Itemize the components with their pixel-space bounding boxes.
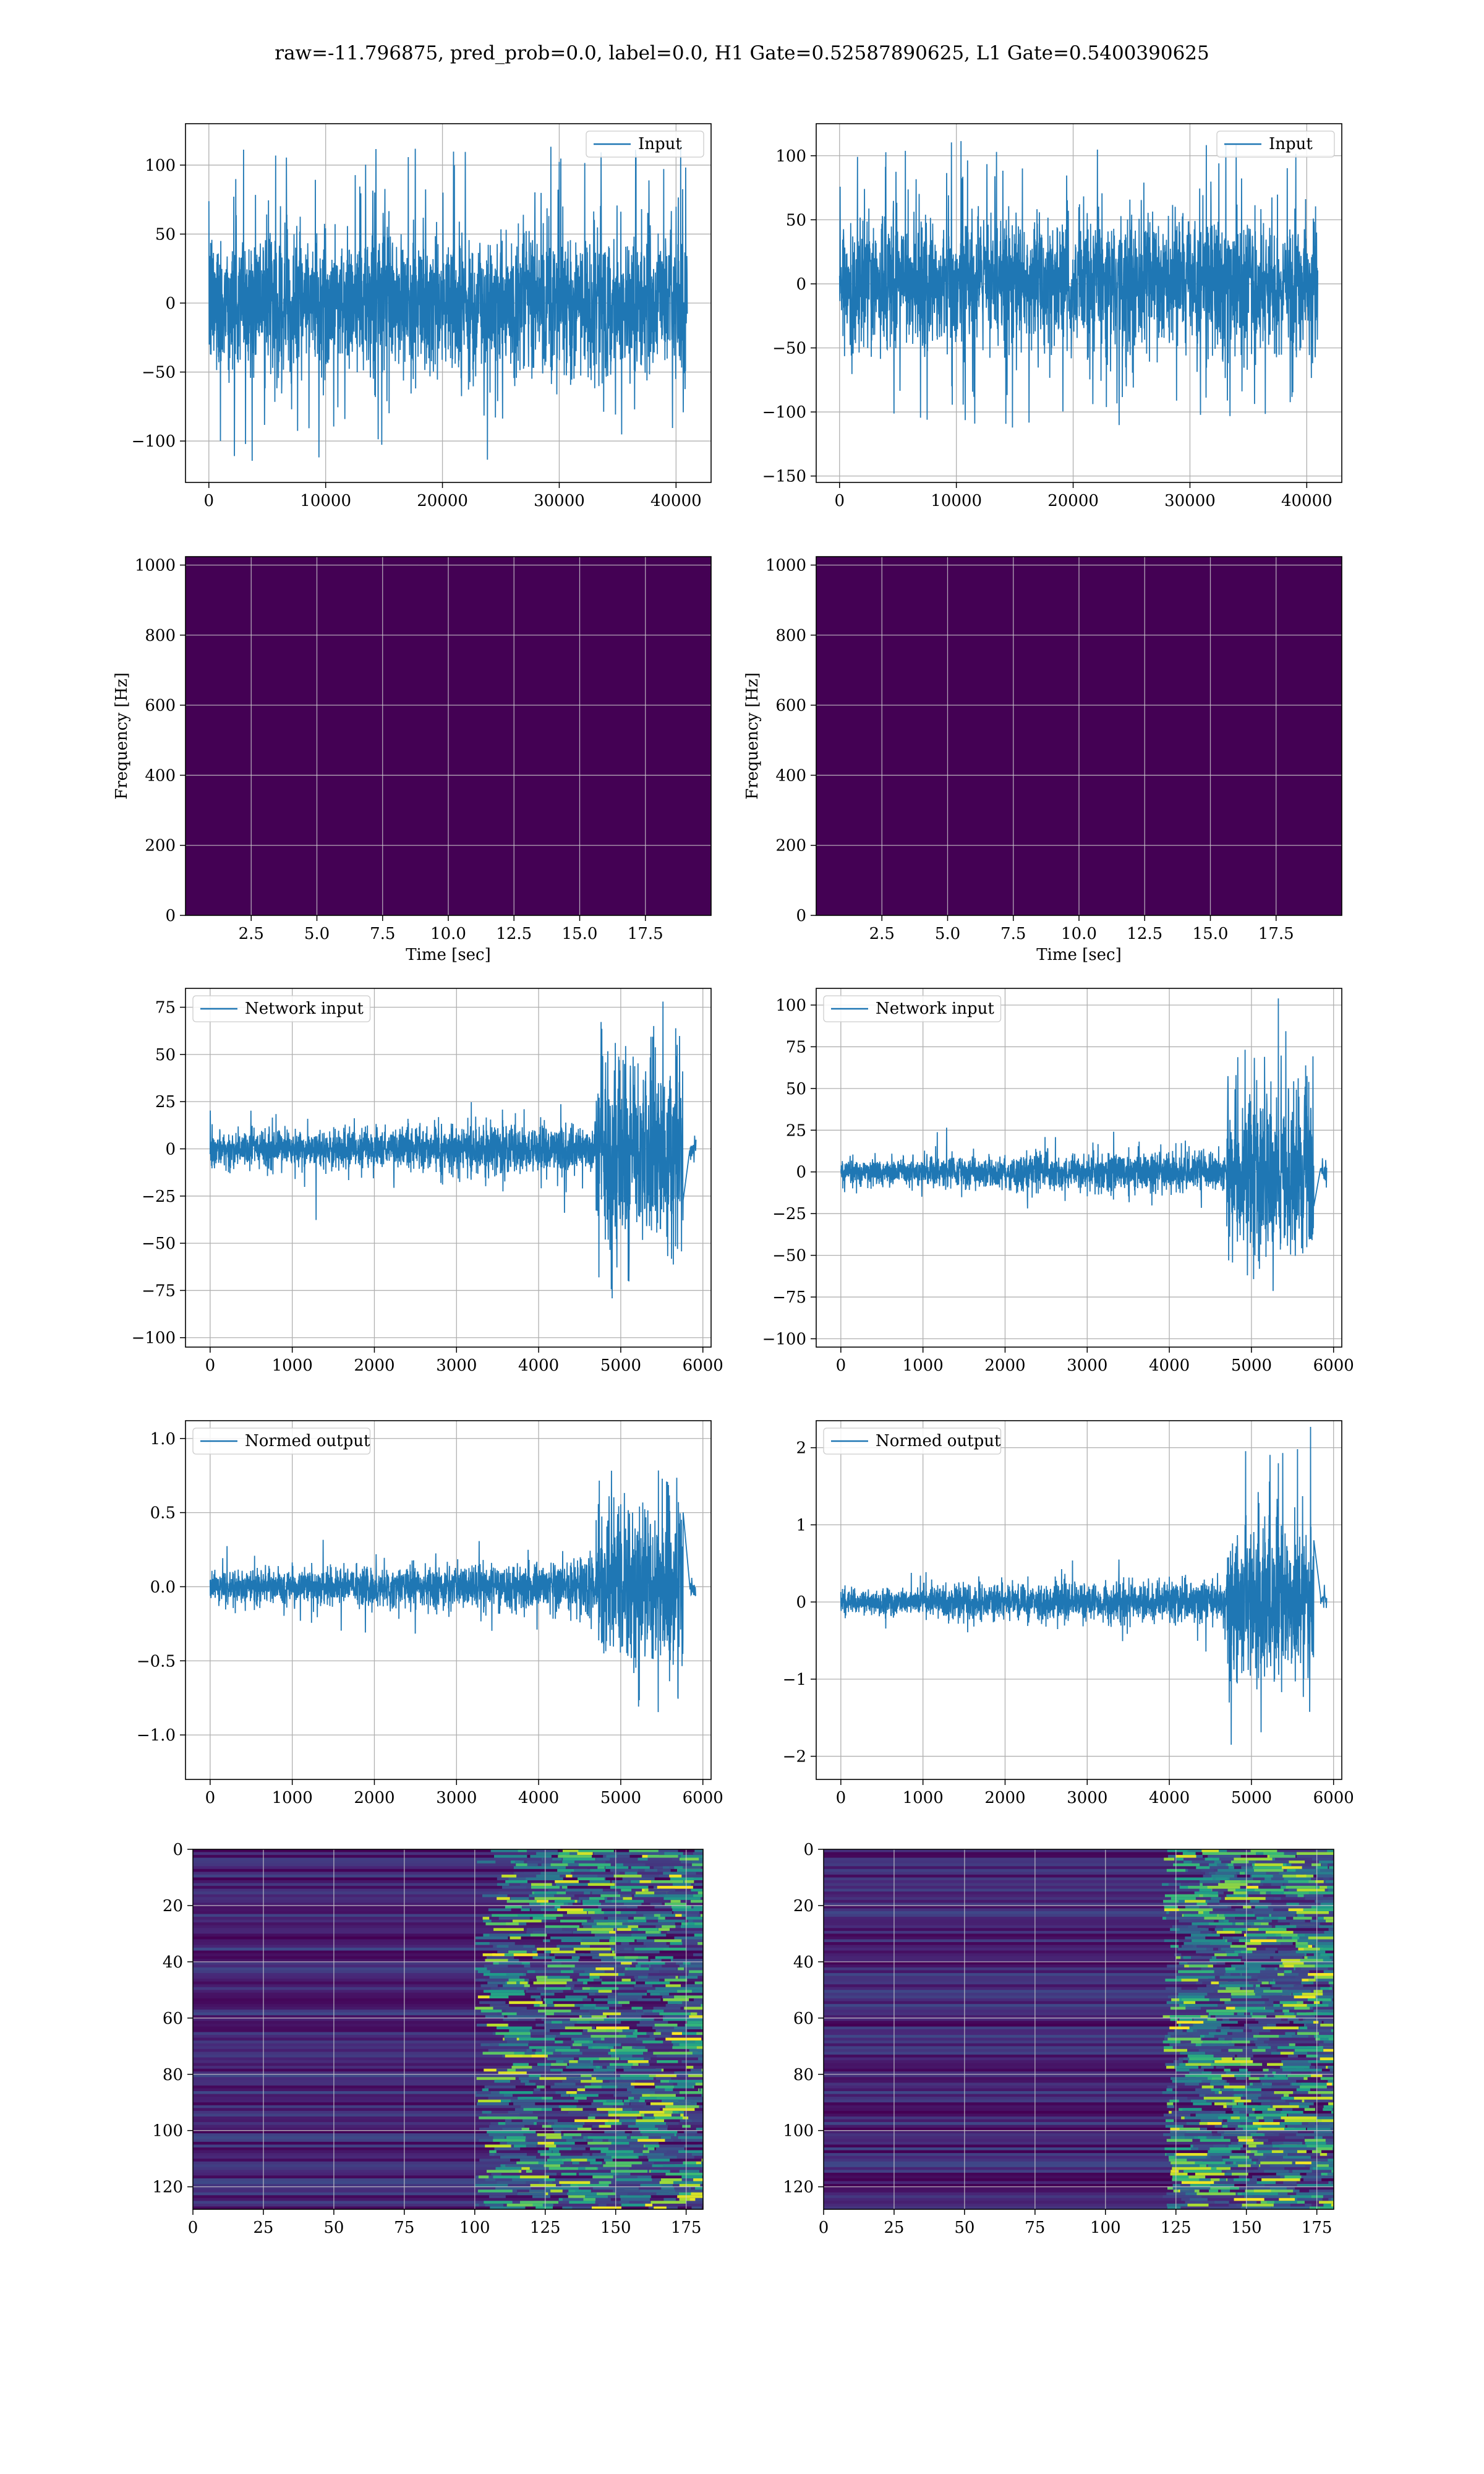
legend-box [1216, 131, 1335, 158]
axes-frame [816, 123, 1342, 483]
x-tick-label: 10.0 [430, 925, 466, 943]
x-tick-label: 30000 [534, 492, 585, 510]
y-axis-label: Frequency [Hz] [113, 672, 131, 800]
figure-title: raw=-11.796875, pred_prob=0.0, label=0.0… [275, 42, 1209, 64]
legend: Input [586, 131, 704, 158]
y-tick-label: 1000 [135, 557, 176, 575]
y-tick-label: 50 [786, 211, 806, 229]
x-tick-label: 40000 [1281, 492, 1333, 510]
x-tick-label: 20000 [417, 492, 468, 510]
legend-label: Input [638, 135, 682, 153]
y-tick-label: 100 [775, 147, 806, 166]
y-tick-label: 600 [145, 696, 176, 715]
y-tick-label: −100 [762, 403, 806, 422]
x-tick-label: 17.5 [628, 925, 663, 943]
y-tick-label: 400 [145, 766, 176, 785]
legend: Input [1216, 131, 1335, 158]
x-tick-label: 2.5 [239, 925, 264, 943]
y-tick-label: 50 [155, 225, 176, 244]
x-tick-label: 0 [835, 492, 845, 510]
x-tick-label: 7.5 [370, 925, 395, 943]
y-tick-label: 0 [796, 275, 806, 294]
y-tick-label: 100 [145, 156, 176, 175]
x-tick-label: 5.0 [304, 925, 330, 943]
y-tick-label: 0 [165, 907, 176, 925]
series-line [208, 145, 688, 461]
y-tick-label: 200 [145, 837, 176, 855]
y-tick-label: −150 [762, 468, 806, 486]
plot-area [816, 557, 1342, 915]
y-tick-label: −100 [132, 432, 176, 451]
x-tick-label: 40000 [650, 492, 702, 510]
x-tick-label: 15.0 [562, 925, 598, 943]
plot-area [186, 124, 711, 482]
x-tick-label: 30000 [1164, 492, 1216, 510]
chart-panel-3: 2.5 5.0 7.5 10.0 12.5 15.0 17.5 0 200 400 600 800 10… [113, 556, 712, 964]
series-line [838, 141, 1319, 428]
y-tick-label: −50 [142, 364, 176, 382]
y-tick-label: 0 [165, 294, 176, 313]
x-axis-label: Time [sec] [406, 946, 491, 964]
chart-panel-1: Input 0 10000 20000 30000 40000 −100 −50 0 50 100 [132, 123, 712, 510]
x-tick-label: 10000 [300, 492, 351, 510]
x-tick-label: 20000 [1047, 492, 1099, 510]
chart-panel-2: Input 0 10000 20000 30000 40000 −150 −100 −50 0 50… [762, 123, 1342, 510]
plot-area [186, 557, 711, 915]
legend-box [586, 131, 704, 158]
x-tick-label: 12.5 [496, 925, 532, 943]
plot-area [816, 124, 1342, 482]
chart-panel-4: 2.5 5.0 7.5 10.0 12.5 15.0 17.5020040060080010… [743, 556, 1342, 964]
legend-label: Input [1269, 135, 1313, 153]
y-tick-label: −50 [772, 340, 806, 358]
x-tick-label: 10000 [931, 492, 982, 510]
x-tick-label: 0 [204, 492, 215, 510]
y-tick-label: 800 [145, 627, 176, 645]
